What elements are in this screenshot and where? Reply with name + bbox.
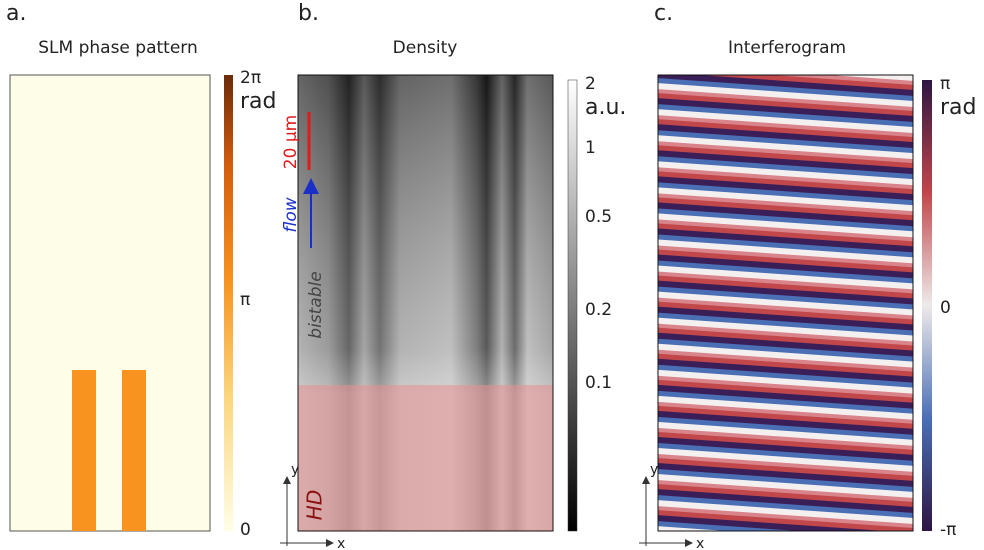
colorbar-tick: π <box>240 290 250 310</box>
colorbar <box>567 79 578 532</box>
colorbar <box>224 75 233 531</box>
panel-label: b. <box>298 1 319 26</box>
region-label: HD <box>303 490 327 520</box>
colorbar-tick: π <box>940 74 950 94</box>
panel-title: SLM phase pattern <box>38 38 198 58</box>
colorbar-unit: a.u. <box>585 95 626 120</box>
frame <box>297 74 554 532</box>
colorbar-tick: 0 <box>940 298 951 318</box>
panel-label: c. <box>654 1 673 26</box>
colorbar-tick: 2 <box>585 74 596 94</box>
panel-title: Density <box>393 38 458 58</box>
colorbar <box>922 80 932 531</box>
flow-label: flow <box>281 197 301 232</box>
colorbar-tick: 1 <box>585 138 596 158</box>
colorbar-tick: 0.5 <box>585 207 612 227</box>
panel-title: Interferogram <box>728 38 846 58</box>
panel-label: a. <box>6 1 26 26</box>
colorbar-tick: 0 <box>240 520 251 540</box>
colorbar-tick: 0.1 <box>585 373 612 393</box>
axis-label: y <box>650 462 658 478</box>
slm-bar <box>122 370 146 531</box>
slm-bar <box>72 370 96 531</box>
hd-region <box>298 385 553 531</box>
region-label: bistable <box>306 271 326 338</box>
colorbar-unit: rad <box>240 89 277 114</box>
colorbar-tick: 2π <box>240 68 261 88</box>
scale-label: 20 μm <box>281 115 301 169</box>
axis-label: x <box>337 536 345 550</box>
axis-label: x <box>696 536 704 550</box>
axis-label: y <box>291 462 299 478</box>
colorbar-tick: -π <box>940 520 956 540</box>
interferogram-image <box>657 74 914 532</box>
colorbar-tick: 0.2 <box>585 300 612 320</box>
slm-pattern <box>9 74 211 532</box>
colorbar-unit: rad <box>940 95 977 120</box>
